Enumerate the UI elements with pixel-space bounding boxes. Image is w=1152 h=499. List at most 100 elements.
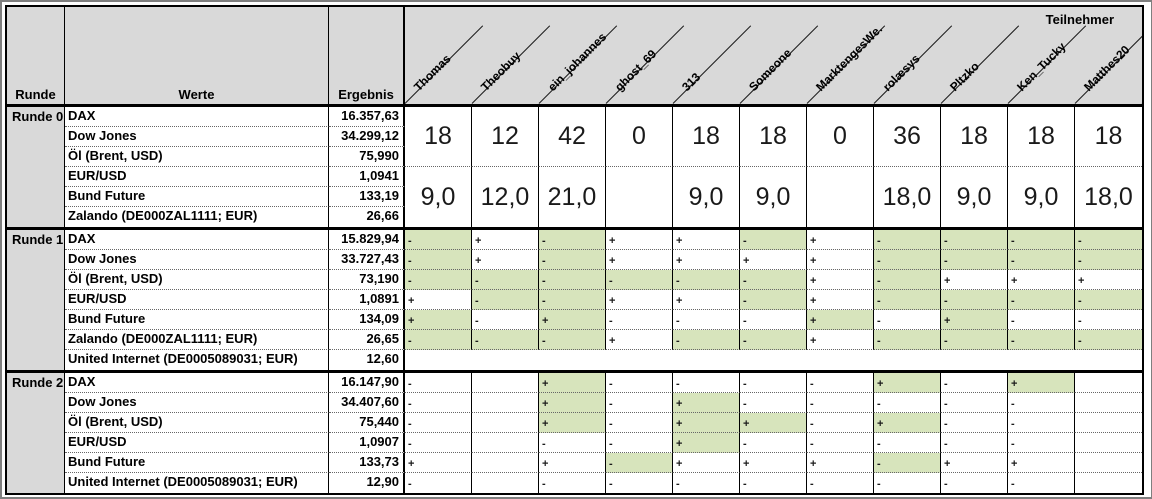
prediction-cell[interactable]: + xyxy=(740,413,807,433)
participant-name-ein-johannes[interactable]: ein_johannes xyxy=(545,30,609,94)
score-points-cell[interactable]: 42 xyxy=(539,107,606,167)
prediction-cell[interactable]: - xyxy=(941,413,1008,433)
prediction-cell[interactable]: - xyxy=(472,330,539,350)
prediction-cell[interactable]: - xyxy=(606,270,673,290)
prediction-cell[interactable]: - xyxy=(1075,310,1142,330)
prediction-cell[interactable]: - xyxy=(606,453,673,473)
prediction-cell[interactable]: + xyxy=(405,290,472,310)
asset-name-cell[interactable]: EUR/USD xyxy=(65,167,329,187)
prediction-cell[interactable]: - xyxy=(740,310,807,330)
participant-name-theobuy[interactable]: Theobuy xyxy=(478,49,523,94)
asset-name-cell[interactable]: Bund Future xyxy=(65,187,329,207)
prediction-cell[interactable]: + xyxy=(807,310,874,330)
prediction-cell[interactable]: + xyxy=(606,330,673,350)
asset-name-cell[interactable]: Dow Jones xyxy=(65,393,329,413)
prediction-cell[interactable]: - xyxy=(941,473,1008,493)
prediction-cell[interactable]: + xyxy=(807,290,874,310)
prediction-cell[interactable]: - xyxy=(807,473,874,493)
prediction-cell[interactable]: - xyxy=(539,250,606,270)
asset-result-cell[interactable]: 26,66 xyxy=(329,207,405,227)
prediction-cell[interactable]: - xyxy=(874,310,941,330)
prediction-cell[interactable]: - xyxy=(1075,330,1142,350)
score-points-cell[interactable]: 18 xyxy=(405,107,472,167)
prediction-cell[interactable]: - xyxy=(740,330,807,350)
prediction-cell[interactable]: + xyxy=(1008,453,1075,473)
prediction-cell[interactable]: - xyxy=(405,373,472,393)
prediction-cell[interactable]: + xyxy=(539,393,606,413)
prediction-cell[interactable]: - xyxy=(539,330,606,350)
round-label[interactable]: Runde 0 xyxy=(7,107,65,227)
score-average-cell[interactable]: 18,0 xyxy=(1075,167,1142,227)
score-points-cell[interactable]: 18 xyxy=(673,107,740,167)
score-average-cell[interactable]: 9,0 xyxy=(673,167,740,227)
prediction-cell[interactable]: - xyxy=(1075,250,1142,270)
prediction-cell[interactable]: + xyxy=(874,413,941,433)
prediction-cell[interactable]: + xyxy=(673,453,740,473)
score-points-cell[interactable]: 36 xyxy=(874,107,941,167)
participant-name-rol-sys[interactable]: rolæsys xyxy=(880,52,922,94)
asset-result-cell[interactable]: 1,0941 xyxy=(329,167,405,187)
prediction-cell[interactable]: - xyxy=(606,310,673,330)
prediction-cell[interactable]: - xyxy=(740,290,807,310)
prediction-cell[interactable]: - xyxy=(807,393,874,413)
prediction-cell[interactable]: + xyxy=(673,393,740,413)
prediction-cell[interactable]: - xyxy=(874,473,941,493)
prediction-cell[interactable]: - xyxy=(673,373,740,393)
prediction-cell[interactable]: + xyxy=(673,433,740,453)
prediction-cell[interactable]: - xyxy=(874,433,941,453)
prediction-cell[interactable]: + xyxy=(807,330,874,350)
prediction-cell[interactable]: - xyxy=(405,250,472,270)
prediction-cell[interactable]: - xyxy=(941,373,1008,393)
prediction-cell[interactable]: + xyxy=(740,250,807,270)
score-points-cell[interactable]: 18 xyxy=(740,107,807,167)
prediction-cell[interactable]: - xyxy=(606,473,673,493)
score-points-cell[interactable]: 0 xyxy=(606,107,673,167)
asset-name-cell[interactable]: United Internet (DE0005089031; EUR) xyxy=(65,473,329,493)
prediction-cell[interactable]: - xyxy=(405,393,472,413)
prediction-cell[interactable]: - xyxy=(807,373,874,393)
asset-result-cell[interactable]: 73,190 xyxy=(329,270,405,290)
prediction-cell[interactable]: - xyxy=(874,250,941,270)
prediction-cell[interactable]: - xyxy=(405,473,472,493)
prediction-cell[interactable]: - xyxy=(1008,330,1075,350)
score-points-cell[interactable]: 12 xyxy=(472,107,539,167)
asset-name-cell[interactable]: Bund Future xyxy=(65,453,329,473)
prediction-cell[interactable]: + xyxy=(874,373,941,393)
prediction-cell[interactable]: - xyxy=(740,230,807,250)
score-average-cell[interactable]: 9,0 xyxy=(1008,167,1075,227)
prediction-cell[interactable]: - xyxy=(1008,433,1075,453)
asset-result-cell[interactable]: 34.299,12 xyxy=(329,127,405,147)
asset-result-cell[interactable]: 16.147,90 xyxy=(329,373,405,393)
prediction-cell[interactable]: - xyxy=(539,433,606,453)
asset-result-cell[interactable]: 1,0907 xyxy=(329,433,405,453)
prediction-cell[interactable]: - xyxy=(606,373,673,393)
prediction-cell[interactable]: - xyxy=(807,413,874,433)
round-label[interactable]: Runde 2 xyxy=(7,373,65,493)
prediction-cell[interactable]: + xyxy=(673,230,740,250)
asset-name-cell[interactable]: EUR/USD xyxy=(65,290,329,310)
prediction-cell[interactable]: + xyxy=(1008,373,1075,393)
prediction-cell[interactable]: - xyxy=(1008,393,1075,413)
prediction-cell[interactable]: - xyxy=(539,290,606,310)
prediction-cell[interactable]: + xyxy=(673,290,740,310)
prediction-cell[interactable]: - xyxy=(539,473,606,493)
prediction-cell[interactable]: - xyxy=(673,473,740,493)
asset-name-cell[interactable]: Dow Jones xyxy=(65,250,329,270)
prediction-cell[interactable]: - xyxy=(807,433,874,453)
prediction-cell[interactable]: - xyxy=(1075,230,1142,250)
prediction-cell[interactable]: - xyxy=(740,433,807,453)
asset-name-cell[interactable]: Zalando (DE000ZAL1111; EUR) xyxy=(65,207,329,227)
prediction-cell[interactable] xyxy=(1075,413,1142,433)
participant-name-thomas[interactable]: Thomas xyxy=(411,52,453,94)
prediction-cell[interactable]: + xyxy=(941,310,1008,330)
column-header-ergebnis[interactable]: Ergebnis xyxy=(329,7,405,104)
asset-result-cell[interactable]: 1,0891 xyxy=(329,290,405,310)
score-points-cell[interactable]: 18 xyxy=(1008,107,1075,167)
asset-name-cell[interactable]: United Internet (DE0005089031; EUR) xyxy=(65,350,329,370)
prediction-cell[interactable] xyxy=(1075,473,1142,493)
prediction-cell[interactable]: - xyxy=(740,473,807,493)
prediction-cell[interactable] xyxy=(472,473,539,493)
prediction-cell[interactable]: - xyxy=(606,433,673,453)
prediction-cell[interactable]: - xyxy=(606,393,673,413)
column-header-runde[interactable]: Runde xyxy=(7,7,65,104)
